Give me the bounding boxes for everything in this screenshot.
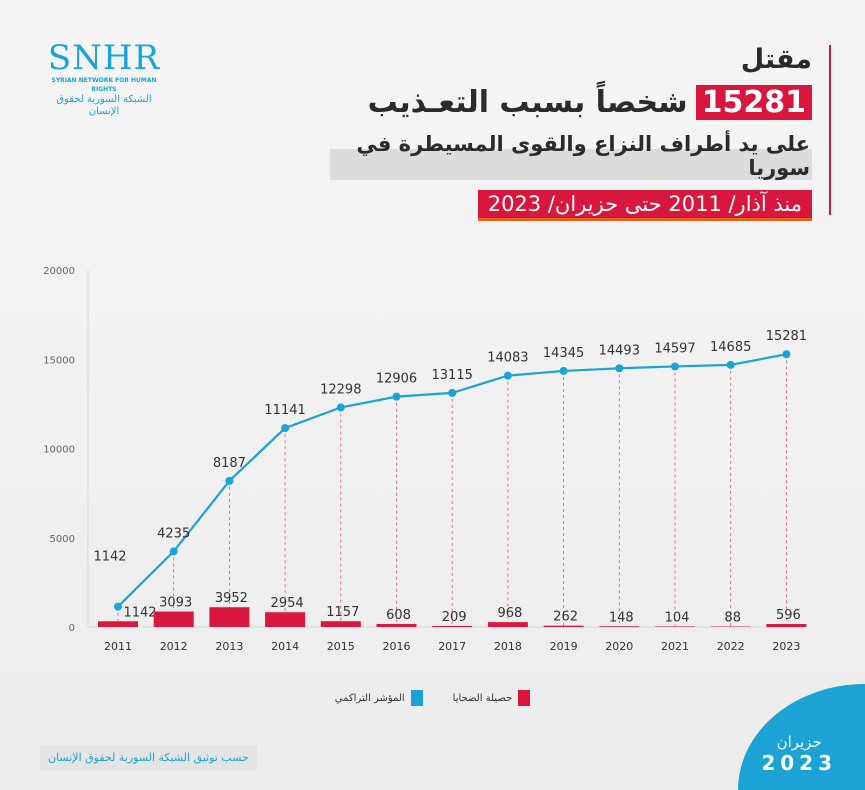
line-label: 12906 — [376, 372, 417, 387]
bar — [209, 607, 250, 627]
x-tick-label: 2018 — [494, 640, 522, 653]
logo-en: SYRIAN NETWORK FOR HUMAN RIGHTS — [51, 77, 157, 93]
legend-label: المؤشر التراكمي — [334, 693, 405, 704]
x-tick-label: 2011 — [104, 640, 132, 653]
bar-label: 1157 — [326, 605, 359, 620]
legend-item-cumulative: المؤشر التراكمي — [335, 690, 423, 706]
y-tick-label: 0 — [69, 623, 75, 634]
line-label: 8187 — [213, 456, 246, 471]
line-label: 14685 — [710, 340, 751, 355]
bar — [98, 621, 138, 627]
x-tick-label: 2016 — [383, 640, 411, 653]
line-point — [671, 362, 679, 371]
bar-label: 148 — [609, 610, 634, 625]
line-label: 14493 — [599, 343, 640, 358]
date-range: منذ آذار/ 2011 حتى حزيران/ 2023 — [477, 190, 812, 221]
snhr-logo: SNHR SYRIAN NETWORK FOR HUMAN RIGHTS الش… — [44, 40, 164, 118]
line-point — [726, 360, 735, 369]
line-point — [503, 371, 512, 380]
bar — [320, 621, 361, 627]
bar — [543, 625, 584, 627]
bar — [655, 626, 695, 627]
bar — [766, 624, 807, 627]
x-tick-label: 2013 — [215, 640, 243, 653]
legend-swatch-blue — [410, 690, 423, 706]
line-label: 14083 — [487, 351, 528, 366]
title-line3: على يد أطراف النزاع والقوى المسيطرة في س… — [330, 132, 812, 180]
bar-label: 104 — [665, 610, 690, 625]
title-block: مقتل 15281شخصاً بسبب التعـذيب على يد أطر… — [330, 40, 830, 221]
line-label: 1142 — [93, 550, 126, 565]
bar — [376, 623, 417, 627]
bar-label: 608 — [386, 608, 411, 623]
line-point — [281, 424, 290, 433]
date-badge: حزيران 2023 — [761, 733, 837, 775]
line-point — [782, 350, 791, 359]
bar-label: 3093 — [159, 596, 192, 611]
legend-label: حصيلة الضحايا — [452, 693, 513, 704]
line-label: 13115 — [432, 368, 473, 383]
line-point — [559, 366, 568, 375]
badge-month: حزيران — [776, 733, 822, 751]
line-point — [225, 476, 234, 485]
line-label: 12298 — [320, 382, 361, 397]
line-label: 11141 — [264, 403, 305, 418]
x-tick-label: 2020 — [605, 640, 633, 653]
legend-swatch-red — [518, 690, 531, 706]
y-tick-label: 5000 — [50, 534, 75, 545]
title-line2: 15281شخصاً بسبب التعـذيب — [330, 80, 812, 126]
bar — [265, 612, 306, 627]
bar-label: 968 — [497, 606, 522, 621]
bar — [153, 611, 194, 627]
x-tick-label: 2015 — [327, 640, 355, 653]
x-tick-label: 2014 — [271, 640, 299, 653]
source-note: حسب توثيق الشبكة السورية لحقوق الإنسان — [40, 745, 257, 770]
bar-label: 88 — [724, 611, 741, 626]
legend: حصيلة الضحايا المؤشر التراكمي — [0, 690, 865, 706]
x-tick-label: 2019 — [550, 640, 578, 653]
line-point — [448, 388, 457, 397]
line-label: 4235 — [157, 526, 190, 541]
bar — [487, 622, 528, 627]
line-point — [114, 602, 122, 611]
line-point — [615, 364, 624, 373]
line-label: 14597 — [654, 341, 695, 356]
bar — [599, 626, 640, 627]
bar-label: 262 — [553, 610, 578, 625]
x-tick-label: 2012 — [160, 640, 188, 653]
bar — [432, 625, 473, 627]
line-point — [392, 392, 401, 401]
x-tick-label: 2021 — [661, 640, 689, 653]
y-tick-label: 15000 — [43, 355, 75, 366]
x-tick-label: 2017 — [438, 640, 466, 653]
x-tick-label: 2022 — [717, 640, 745, 653]
title-line1: مقتل — [740, 44, 812, 75]
bar-label: 596 — [776, 608, 801, 623]
logo-ar: الشبكة السورية لحقوق الإنسان — [56, 94, 152, 117]
title-accent-line — [829, 45, 831, 215]
bar-label: 3952 — [215, 591, 248, 606]
bar-label: 1142 — [123, 605, 156, 620]
bar-label: 2954 — [271, 596, 304, 611]
line-label: 14345 — [543, 346, 584, 361]
bar-label: 209 — [442, 610, 467, 625]
line-label: 15281 — [766, 329, 807, 344]
legend-item-annual: حصيلة الضحايا — [453, 690, 531, 706]
highlight-number: 15281 — [695, 85, 812, 120]
y-tick-label: 20000 — [43, 266, 75, 277]
x-tick-label: 2023 — [772, 640, 800, 653]
y-tick-label: 10000 — [43, 445, 75, 456]
badge-year: 2023 — [761, 751, 837, 775]
line-point — [336, 403, 345, 412]
logo-text: SNHR — [47, 38, 161, 78]
line-point — [169, 547, 178, 556]
title-line2-text: شخصاً بسبب التعـذيب — [367, 85, 688, 120]
